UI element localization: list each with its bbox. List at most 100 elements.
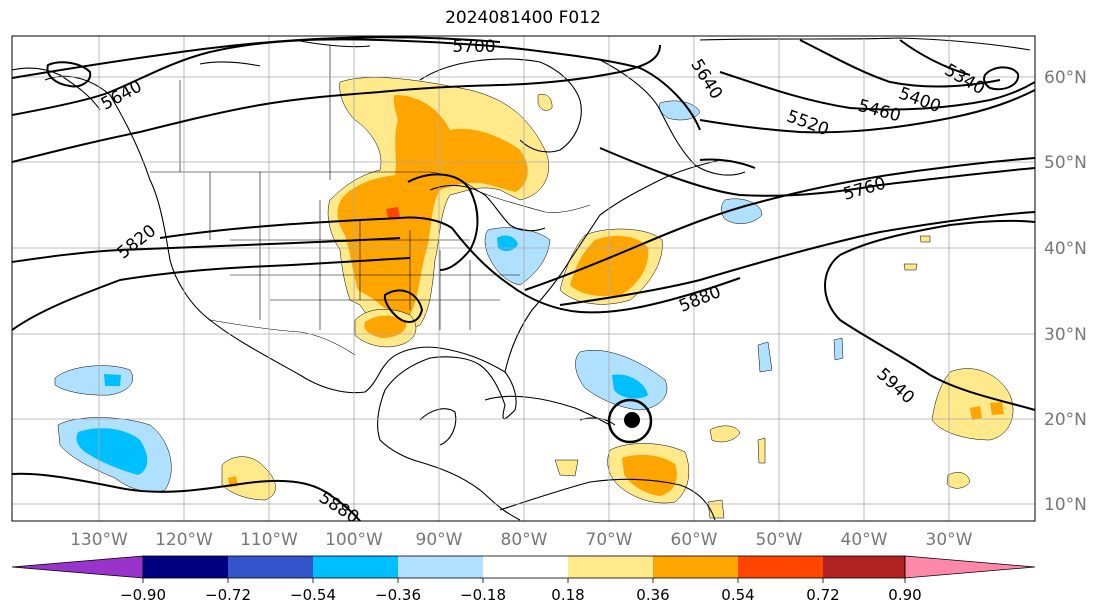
positive-anomaly-region: [537, 94, 553, 111]
cuba: [484, 395, 611, 426]
contour-line: [12, 38, 701, 131]
positive-anomaly-region: [554, 459, 579, 477]
colorbar-bin: [568, 556, 653, 578]
map-title: 2024081400 F012: [445, 8, 601, 28]
colorbar-ticks: [142, 578, 906, 583]
contour-line: [719, 71, 1035, 111]
map-panel: 5700 5640 5640 5400 5340 5460 5520 5760 …: [12, 36, 1035, 521]
contour-line: [699, 89, 1035, 134]
colorbar-tick-label: −0.90: [120, 586, 166, 604]
contour-line: [524, 157, 1035, 291]
positive-anomaly-region: [622, 454, 677, 496]
latitude-labels: 60°N 50°N 40°N 30°N 20°N 10°N: [1044, 68, 1087, 515]
colorbar: −0.90 −0.72 −0.54 −0.36 −0.18 0.18 0.36 …: [11, 555, 1036, 604]
positive-anomaly-region: [709, 425, 741, 443]
lat-label: 20°N: [1044, 410, 1087, 430]
colorbar-tick-label: −0.18: [460, 586, 506, 604]
colorbar-extend-high: [904, 555, 1036, 579]
positive-anomaly-region: [337, 95, 528, 316]
negative-anomaly-region: [757, 341, 773, 373]
lon-label: 130°W: [70, 530, 128, 550]
colorbar-tick-label: −0.36: [375, 586, 421, 604]
contour-line: [799, 39, 1001, 88]
lat-label: 40°N: [1044, 239, 1087, 259]
positive-anomaly-region: [903, 263, 918, 271]
east-coast: [504, 159, 721, 373]
lon-label: 100°W: [325, 530, 383, 550]
colorbar-bin: [653, 556, 738, 578]
graticule: [12, 36, 1035, 521]
positive-anomaly-region: [757, 437, 766, 464]
south-america-coast: [499, 478, 716, 521]
lat-label: 10°N: [1044, 495, 1087, 515]
contour-line: [559, 211, 1035, 306]
colorbar-bin: [483, 556, 568, 578]
yucatan: [419, 408, 457, 446]
contour-line: [46, 61, 92, 88]
height-contours: [12, 36, 1035, 521]
lon-label: 80°W: [501, 530, 548, 550]
anomaly-shading: [54, 77, 1014, 519]
positive-anomaly-region: [919, 235, 931, 243]
canada-arctic-islands: [199, 39, 371, 67]
great-lakes: [429, 184, 546, 232]
colorbar-bin: [823, 556, 905, 578]
contour-line: [699, 158, 756, 169]
negative-anomaly-region: [612, 374, 648, 399]
negative-anomaly-region: [497, 235, 518, 252]
north-american-coastline: [44, 75, 521, 521]
lon-label: 120°W: [155, 530, 213, 550]
colorbar-extend-low: [11, 555, 144, 579]
tropical-cyclone-symbol: [607, 398, 653, 444]
lat-label: 30°N: [1044, 325, 1087, 345]
contour-line: [899, 39, 971, 76]
greenland-coast: [699, 37, 1031, 51]
colorbar-tick-label: −0.54: [290, 586, 336, 604]
lon-label: 50°W: [756, 530, 803, 550]
positive-anomaly-region: [364, 315, 407, 338]
colorbar-tick-labels: −0.90 −0.72 −0.54 −0.36 −0.18 0.18 0.36 …: [120, 586, 922, 604]
colorbar-bin: [398, 556, 483, 578]
positive-anomaly-region: [990, 402, 1004, 415]
lon-label: 70°W: [586, 530, 633, 550]
contour-line: [12, 257, 411, 331]
colorbar-tick-label: 0.54: [721, 586, 754, 604]
labrador-coast: [599, 59, 746, 176]
colorbar-tick-label: −0.72: [205, 586, 251, 604]
contour-line: [599, 147, 1035, 197]
colorbar-tick-label: 0.36: [636, 586, 669, 604]
contour-line: [12, 44, 661, 163]
lon-label: 90°W: [416, 530, 463, 550]
negative-anomaly-region: [833, 337, 844, 361]
colorbar-tick-label: 0.72: [806, 586, 839, 604]
lon-label: 60°W: [671, 530, 718, 550]
colorbar-bin: [228, 556, 313, 578]
lon-label: 30°W: [926, 530, 973, 550]
lat-label: 60°N: [1044, 68, 1087, 88]
colorbar-bin: [313, 556, 398, 578]
contour-line: [824, 219, 1035, 411]
coastlines: [12, 37, 1031, 521]
positive-anomaly-region: [946, 472, 971, 489]
longitude-labels: 130°W 120°W 110°W 100°W 90°W 80°W 70°W 6…: [70, 530, 973, 550]
contour-label: 5700: [452, 37, 495, 57]
negative-anomaly-region: [54, 365, 134, 396]
colorbar-bin: [738, 556, 823, 578]
contour-line: [12, 472, 361, 521]
strong-positive-anomaly-region: [386, 207, 400, 218]
positive-anomaly-region: [970, 406, 982, 420]
colorbar-tick-label: 0.18: [551, 586, 584, 604]
negative-anomaly-region: [76, 428, 148, 475]
lon-label: 40°W: [841, 530, 888, 550]
positive-anomaly-region: [221, 456, 276, 501]
lon-label: 110°W: [240, 530, 298, 550]
colorbar-bin: [143, 556, 228, 578]
lat-label: 50°N: [1044, 153, 1087, 173]
contour-line: [407, 173, 479, 271]
mexico-border: [209, 319, 356, 356]
map-frame: [11, 35, 1036, 522]
hudson-bay-coast: [419, 58, 582, 153]
negative-anomaly-region: [104, 374, 121, 386]
contour-line: [12, 237, 401, 263]
